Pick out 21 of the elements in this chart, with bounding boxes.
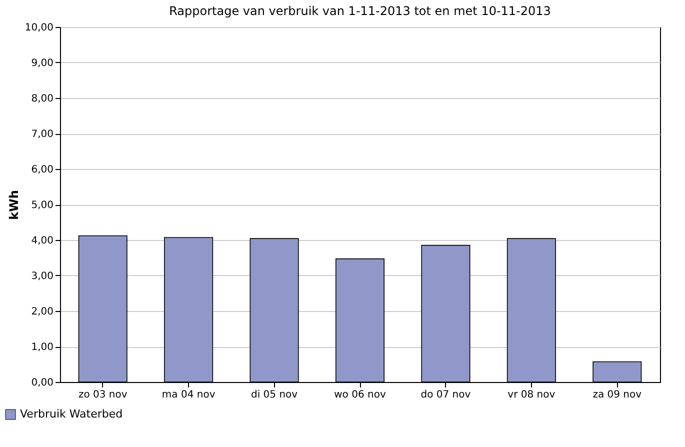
x-tick-label: wo 06 nov: [334, 390, 386, 400]
x-tick-label: za 09 nov: [592, 390, 642, 400]
y-tick-label: 0,00: [31, 378, 54, 388]
y-tick-label: 7,00: [31, 129, 54, 140]
y-tick-label: 1,00: [31, 342, 54, 353]
y-tick-label: 2,00: [31, 306, 54, 318]
y-tick-label: 5,00: [31, 200, 54, 211]
y-tick-label: 9,00: [31, 58, 54, 69]
x-tick-label: di 05 nov: [250, 390, 298, 400]
x-tick-label: do 07 nov: [420, 390, 471, 400]
y-tick-label: 6,00: [31, 164, 54, 176]
legend-label: Verbruik Waterbed: [20, 408, 123, 420]
y-tick-label: 4,00: [31, 236, 54, 246]
y-axis-title: kWh: [6, 190, 21, 220]
y-tick-label: 8,00: [31, 94, 54, 104]
x-tick-label: ma 04 nov: [162, 390, 216, 400]
x-tick-label: zo 03 nov: [78, 390, 128, 400]
y-tick-label: 10,00: [24, 22, 54, 34]
x-tick-label: vr 08 nov: [508, 390, 556, 400]
y-tick-label: 3,00: [31, 271, 54, 282]
chart-title: Rapportage van verbruik van 1-11-2013 tot en met 10-11-2013: [169, 4, 551, 18]
